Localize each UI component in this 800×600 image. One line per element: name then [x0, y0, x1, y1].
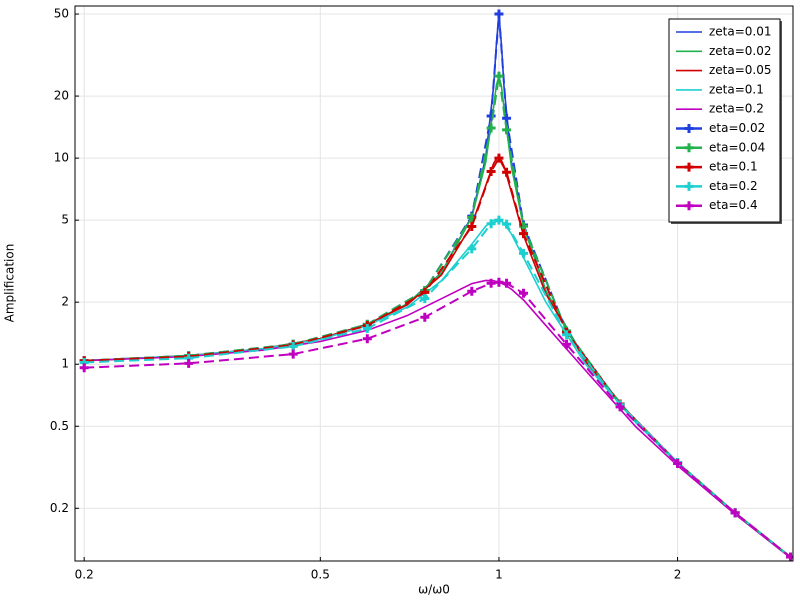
marker — [494, 71, 504, 81]
marker — [420, 294, 430, 304]
marker — [684, 143, 694, 153]
y-tick-label: 2 — [61, 295, 69, 309]
marker — [486, 278, 496, 288]
y-tick-label: 0.5 — [50, 419, 69, 433]
marker — [467, 244, 477, 254]
legend-label: eta=0.4 — [709, 198, 758, 212]
x-tick-label: 2 — [674, 568, 682, 582]
legend-label: eta=0.2 — [709, 179, 758, 193]
axes: 0.2 0.5 1 2 0.2 0.5 1 2 5 10 20 50 — [50, 7, 681, 582]
marker — [502, 167, 512, 177]
legend-label: zeta=0.2 — [709, 102, 764, 116]
marker — [486, 219, 496, 229]
marker — [362, 334, 372, 344]
y-tick-label: 5 — [61, 213, 69, 227]
marker — [79, 363, 89, 373]
marker — [288, 341, 298, 351]
legend-label: eta=0.02 — [709, 121, 765, 135]
marker — [486, 123, 496, 133]
y-axis-label: Amplification — [3, 244, 17, 323]
y-tick-label: 50 — [54, 7, 69, 21]
y-tick-label: 10 — [54, 151, 69, 165]
y-tick-label: 1 — [61, 357, 69, 371]
marker — [420, 312, 430, 322]
marker — [562, 330, 572, 340]
marker — [502, 219, 512, 229]
marker — [502, 125, 512, 135]
legend-label: eta=0.04 — [709, 140, 765, 154]
marker — [786, 552, 793, 561]
legend-label: zeta=0.05 — [709, 63, 772, 77]
marker — [486, 111, 496, 121]
x-tick-label: 0.2 — [75, 568, 94, 582]
marker — [519, 248, 529, 258]
legend-label: zeta=0.1 — [709, 82, 764, 96]
marker — [684, 181, 694, 191]
marker — [494, 9, 504, 19]
marker — [467, 286, 477, 296]
marker — [467, 221, 477, 231]
plot-area — [79, 9, 793, 561]
marker — [494, 215, 504, 225]
marker — [362, 324, 372, 334]
legend-label: zeta=0.01 — [709, 25, 772, 39]
marker — [494, 153, 504, 163]
y-tick-label: 0.2 — [50, 501, 69, 515]
legend: zeta=0.01 zeta=0.02 zeta=0.05 zeta=0.1 zeta=… — [668, 18, 782, 224]
marker — [502, 278, 512, 288]
x-axis-label: ω/ω0 — [418, 583, 450, 597]
marker — [562, 339, 572, 349]
y-tick-label: 20 — [54, 89, 69, 103]
x-tick-label: 1 — [495, 568, 503, 582]
marker — [684, 162, 694, 172]
marker — [730, 508, 740, 518]
marker — [673, 458, 683, 468]
marker — [519, 288, 529, 298]
marker — [486, 167, 496, 177]
marker — [288, 349, 298, 359]
marker — [684, 201, 694, 211]
marker — [519, 229, 529, 239]
marker — [494, 277, 504, 287]
legend-label: zeta=0.02 — [709, 44, 772, 58]
marker — [184, 358, 194, 368]
legend-label: eta=0.1 — [709, 160, 758, 174]
marker — [615, 402, 625, 412]
x-tick-label: 0.5 — [311, 568, 330, 582]
plot-frame — [74, 5, 794, 562]
marker — [684, 124, 694, 133]
marker — [502, 113, 512, 123]
